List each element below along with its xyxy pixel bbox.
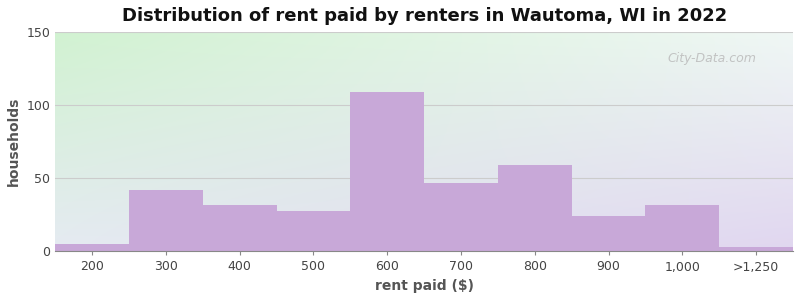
Title: Distribution of rent paid by renters in Wautoma, WI in 2022: Distribution of rent paid by renters in … (122, 7, 726, 25)
Bar (55, 244, 129, 251)
Text: City-Data.com: City-Data.com (668, 52, 757, 65)
Bar (350, 92, 424, 251)
Bar (719, 247, 793, 251)
Bar (424, 183, 498, 251)
X-axis label: rent paid ($): rent paid ($) (374, 279, 474, 293)
Bar (498, 165, 572, 251)
Bar (572, 216, 646, 251)
Bar (277, 211, 350, 251)
Bar (129, 190, 203, 251)
Y-axis label: households: households (7, 97, 21, 187)
Bar (646, 205, 719, 251)
Bar (203, 205, 277, 251)
